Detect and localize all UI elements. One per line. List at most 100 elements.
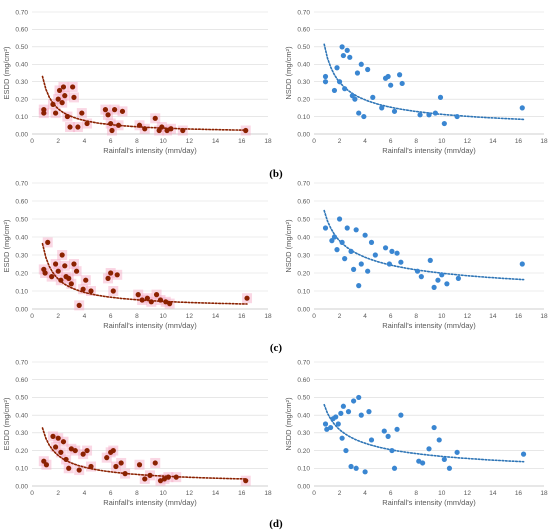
data-point: [331, 234, 338, 240]
data-point: [53, 110, 59, 116]
chart-2: 0.00 0.10 0.20 0.30 0.40 0.50 0.60 0.70 0 2 4 6 8 10 1…: [284, 9, 548, 155]
x-tick-label: 14: [489, 313, 497, 320]
trendline: [41, 242, 248, 305]
x-tick-label: 8: [414, 313, 418, 320]
y-tick-label: 0.20: [297, 270, 310, 277]
y-tick-label: 0.10: [15, 288, 28, 295]
data-point: [243, 478, 249, 484]
data-point: [382, 245, 389, 251]
data-point: [339, 239, 345, 245]
y-tick-label: 0.20: [15, 96, 28, 103]
data-point: [147, 472, 153, 478]
data-point: [180, 127, 186, 134]
x-tick-label: 10: [159, 313, 167, 320]
data-point: [426, 112, 432, 118]
data-point: [80, 451, 86, 457]
x-tick-label: 4: [363, 138, 367, 145]
data-point: [75, 124, 81, 130]
data-point: [139, 297, 145, 303]
data-point: [157, 297, 164, 303]
y-tick-label: 0.70: [297, 359, 310, 366]
data-point: [115, 122, 122, 128]
y-tick-label: 0.10: [15, 466, 28, 473]
data-point: [362, 469, 368, 475]
data-point: [370, 94, 376, 100]
y-axis-title: ESDD (mg/cm²): [2, 219, 11, 272]
x-tick-label: 2: [56, 313, 60, 320]
data-point: [62, 93, 68, 99]
x-tick-label: 4: [83, 313, 87, 320]
data-point: [157, 478, 164, 484]
data-point: [397, 72, 403, 78]
data-point: [358, 261, 364, 267]
y-tick-label: 0.40: [15, 62, 28, 69]
data-point: [348, 248, 354, 254]
data-point: [437, 94, 444, 100]
x-tick-label: 18: [264, 313, 272, 320]
data-point: [113, 463, 119, 470]
data-point: [322, 73, 329, 80]
x-tick-label: 6: [389, 490, 393, 497]
data-point: [432, 110, 438, 116]
x-tick-label: 8: [135, 490, 139, 497]
data-point: [389, 248, 395, 254]
x-tick-label: 16: [515, 138, 523, 145]
y-tick-label: 0.70: [15, 180, 28, 187]
data-point: [356, 110, 362, 116]
data-point: [110, 447, 116, 454]
x-axis-title: Rainfall's intensity (mm/day): [103, 146, 197, 155]
data-point: [336, 79, 343, 85]
data-point: [399, 80, 405, 87]
data-point: [455, 275, 461, 281]
x-tick-label: 18: [540, 313, 548, 320]
data-point: [50, 101, 56, 107]
data-point: [431, 284, 437, 290]
data-point: [335, 421, 341, 427]
data-point: [385, 433, 391, 439]
data-point: [398, 259, 404, 265]
y-tick-label: 0.10: [297, 288, 310, 295]
data-point: [454, 449, 460, 455]
y-tick-label: 0.20: [297, 96, 310, 103]
data-point: [391, 465, 398, 471]
y-axis-title: NSDD (mg/cm²): [284, 219, 293, 273]
x-tick-label: 14: [489, 138, 497, 145]
y-tick-label: 0.60: [15, 377, 28, 384]
y-tick-label: 0.60: [15, 27, 28, 34]
x-tick-label: 16: [238, 138, 246, 145]
y-tick-label: 0.40: [297, 412, 310, 419]
x-tick-label: 0: [30, 138, 34, 145]
x-tick-label: 4: [83, 490, 87, 497]
x-tick-label: 4: [363, 313, 367, 320]
x-tick-label: 0: [312, 138, 316, 145]
plots-layer: 0.00 0.10 0.20 0.30 0.40 0.50 0.60 0.70 0 2 4 6 8 10 1…: [2, 9, 548, 507]
data-point: [161, 476, 168, 482]
data-point: [388, 82, 394, 88]
y-tick-label: 0.70: [15, 359, 28, 366]
data-point: [361, 113, 367, 120]
data-point: [244, 295, 250, 301]
x-tick-label: 0: [312, 313, 316, 320]
data-point: [351, 266, 357, 272]
data-point: [351, 398, 357, 404]
chart-5: 0.00 0.10 0.20 0.30 0.40 0.50 0.60 0.70 0 2 4 6 8 10 1…: [2, 359, 272, 507]
data-point: [71, 261, 77, 267]
x-axis-title: Rainfall's intensity (mm/day): [382, 498, 476, 507]
y-tick-label: 0.00: [297, 483, 310, 490]
data-point: [88, 463, 94, 470]
data-point: [72, 447, 78, 454]
data-point: [153, 292, 160, 298]
x-tick-label: 10: [159, 138, 167, 145]
data-point: [142, 126, 148, 132]
data-point: [441, 120, 447, 127]
y-tick-label: 0.50: [15, 395, 28, 402]
data-point: [372, 252, 378, 258]
x-tick-label: 0: [30, 313, 34, 320]
data-point: [58, 277, 64, 283]
data-point: [394, 426, 400, 432]
data-point: [60, 84, 67, 90]
data-point: [519, 261, 525, 267]
x-axis-title: Rainfall's intensity (mm/day): [103, 321, 197, 330]
data-point: [60, 439, 67, 445]
